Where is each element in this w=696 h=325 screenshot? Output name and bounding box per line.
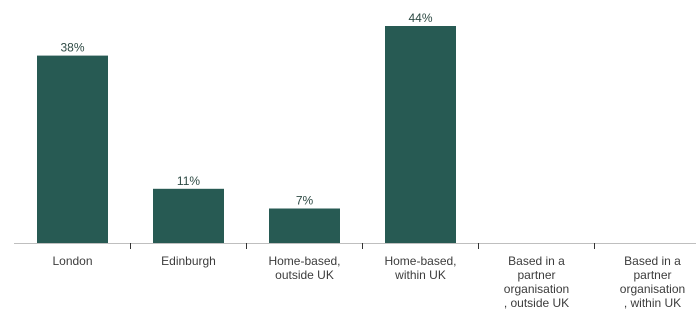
category-label-line: within UK <box>394 268 446 282</box>
category-label-4: Based in a partner organisation, outside U… <box>504 254 569 310</box>
category-label-line: Edinburgh <box>161 254 216 268</box>
data-label-0: 38% <box>60 41 84 55</box>
category-label-line: organisation <box>504 282 569 296</box>
category-label-line: partner <box>633 268 671 282</box>
category-label-1: Edinburgh <box>161 254 216 268</box>
data-label-2: 7% <box>296 194 314 208</box>
category-label-5: Based in a partner organisation, within UK <box>620 254 685 310</box>
category-label-line: Home-based, <box>268 254 340 268</box>
category-label-line: , outside UK <box>504 296 569 310</box>
data-labels-group: 38% 11% 7% 44% <box>60 11 432 208</box>
data-label-3: 44% <box>408 11 432 25</box>
bar-1 <box>153 188 224 244</box>
category-labels-group: London Edinburgh Home-based, outside UKHome… <box>52 254 685 310</box>
category-label-line: London <box>52 254 92 268</box>
bar-3 <box>385 26 456 243</box>
category-label-line: organisation <box>620 282 685 296</box>
category-label-line: Based in a <box>624 254 681 268</box>
bar-0 <box>37 55 108 243</box>
category-label-line: , within UK <box>624 296 681 310</box>
bars-group <box>37 26 456 244</box>
category-label-line: Based in a <box>508 254 565 268</box>
category-label-0: London <box>52 254 92 268</box>
category-label-line: outside UK <box>275 268 334 282</box>
x-axis-ticks-group <box>130 243 595 249</box>
category-label-line: partner <box>517 268 555 282</box>
category-label-line: Home-based, <box>384 254 456 268</box>
category-label-3: Home-based, within UK <box>384 254 456 282</box>
bar-2 <box>269 208 340 243</box>
category-label-2: Home-based, outside UK <box>268 254 340 282</box>
data-label-1: 11% <box>177 174 200 188</box>
